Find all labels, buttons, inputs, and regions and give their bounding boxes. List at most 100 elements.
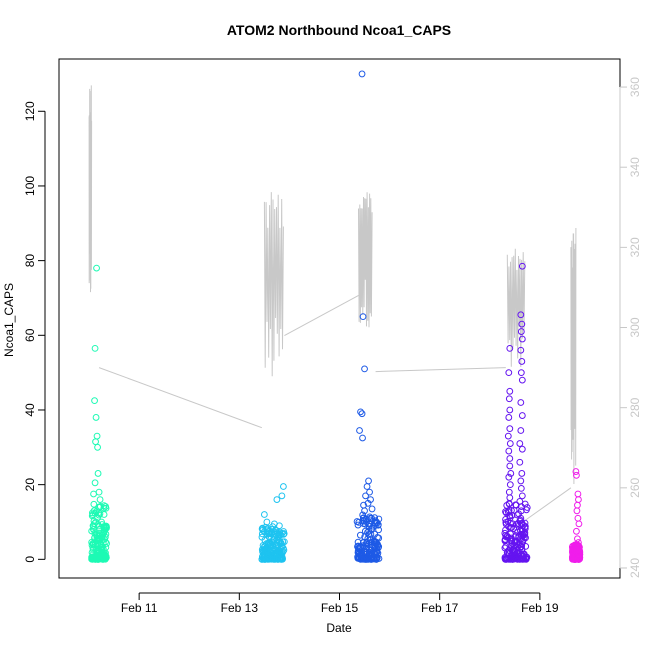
data-point — [375, 534, 383, 542]
data-point — [512, 501, 520, 509]
data-point — [361, 365, 368, 373]
data-point — [89, 522, 97, 530]
data-point — [274, 542, 282, 550]
secondary-line-layer — [88, 85, 577, 521]
y2-tick-label: 360 — [628, 77, 642, 97]
data-point — [367, 538, 375, 546]
y-axis-right: 240 260 280 300 320 340 360 — [619, 77, 642, 578]
data-point — [519, 531, 527, 538]
data-point — [373, 518, 380, 526]
data-point — [505, 507, 513, 514]
series-feb-10 — [88, 264, 110, 563]
data-point — [360, 538, 367, 546]
data-point — [362, 492, 369, 500]
y-axis: 0 20 40 60 80 100 120 — [23, 101, 46, 563]
data-point — [366, 488, 373, 496]
data-point — [356, 531, 364, 539]
data-point — [271, 555, 279, 563]
data-point — [94, 470, 102, 477]
series-feb-13 — [258, 483, 288, 563]
data-point — [511, 537, 519, 545]
data-point — [97, 543, 105, 551]
data-point — [506, 455, 514, 462]
data-point — [520, 550, 528, 558]
data-point — [573, 546, 581, 554]
data-point — [517, 328, 525, 335]
data-point — [96, 510, 104, 518]
data-point — [100, 555, 108, 562]
data-point — [273, 496, 281, 503]
y2-tick-label: 280 — [628, 397, 642, 417]
data-point — [573, 527, 580, 535]
secondary-trace — [570, 227, 577, 485]
data-point — [269, 542, 277, 550]
data-point — [371, 538, 379, 546]
x-tick-label: Feb 19 — [521, 601, 559, 615]
data-point — [506, 440, 514, 447]
data-point — [573, 471, 580, 479]
data-point — [96, 535, 104, 543]
data-point — [98, 533, 106, 541]
data-point — [514, 528, 521, 536]
y2-tick-label: 240 — [628, 558, 642, 578]
data-point — [278, 548, 286, 556]
data-point — [364, 528, 371, 536]
data-point — [574, 541, 582, 549]
secondary-trace — [263, 192, 284, 377]
x-tick-label: Feb 15 — [321, 601, 359, 615]
data-point — [517, 484, 525, 492]
data-point — [518, 262, 526, 270]
data-point — [521, 500, 529, 508]
data-point — [93, 264, 100, 272]
data-point — [358, 410, 366, 418]
data-point — [518, 376, 526, 384]
data-point — [506, 481, 514, 489]
data-point — [371, 550, 379, 558]
data-point — [98, 521, 106, 528]
data-point — [363, 555, 371, 563]
data-point — [518, 358, 526, 365]
series-feb-15 — [353, 70, 383, 563]
data-point — [265, 527, 273, 535]
series-feb-18 — [501, 262, 531, 563]
data-point — [365, 523, 373, 530]
data-point — [363, 483, 371, 490]
y-axis-label: Ncoa1_CAPS — [2, 283, 16, 357]
data-point — [517, 399, 525, 406]
data-point — [373, 519, 381, 527]
data-point — [573, 507, 581, 515]
secondary-trace — [506, 248, 526, 368]
data-point — [506, 425, 514, 433]
data-point — [90, 500, 98, 508]
data-point — [89, 555, 96, 563]
data-point — [516, 458, 524, 466]
data-point — [505, 500, 513, 508]
y-tick-label: 40 — [23, 403, 37, 417]
data-point — [363, 543, 371, 551]
data-point — [571, 552, 578, 559]
data-point — [574, 535, 581, 543]
data-point — [504, 432, 512, 440]
data-point — [92, 414, 100, 421]
data-point — [90, 554, 97, 562]
data-point — [94, 443, 101, 451]
data-point — [102, 522, 110, 530]
y-tick-label: 120 — [23, 101, 37, 121]
data-point — [275, 522, 283, 530]
data-point — [517, 369, 525, 377]
data-point — [517, 346, 525, 354]
data-point — [505, 369, 513, 377]
data-point — [502, 533, 510, 541]
data-point — [508, 506, 515, 514]
data-point — [518, 445, 526, 453]
data-point — [361, 555, 368, 563]
data-point — [259, 524, 266, 532]
data-point — [90, 490, 97, 498]
data-point — [516, 440, 524, 447]
data-point — [505, 473, 513, 481]
data-point — [280, 483, 287, 490]
data-point — [100, 511, 108, 518]
data-point — [517, 477, 525, 485]
data-point — [88, 509, 96, 517]
